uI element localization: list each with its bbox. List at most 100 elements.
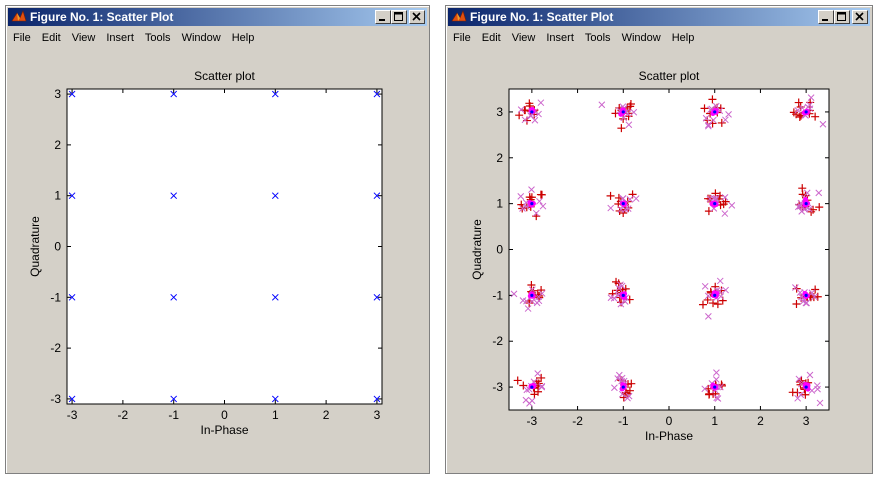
data-point <box>803 299 810 307</box>
data-point <box>528 186 535 194</box>
data-point <box>794 107 802 114</box>
data-point <box>619 208 628 217</box>
data-point <box>271 395 279 403</box>
data-point <box>373 395 381 403</box>
x-tick-label: 1 <box>272 408 279 422</box>
menu-view[interactable]: View <box>511 32 536 44</box>
menu-help[interactable]: Help <box>671 32 695 44</box>
menu-file[interactable]: File <box>453 32 471 44</box>
data-point <box>716 277 724 285</box>
data-point <box>795 375 803 383</box>
menu-help[interactable]: Help <box>231 32 255 44</box>
maximize-icon <box>837 12 846 21</box>
data-point <box>528 286 536 294</box>
x-tick-label: 3 <box>803 414 810 428</box>
data-point <box>515 111 524 120</box>
x-tick-label: -2 <box>572 414 583 428</box>
x-tick-label: 3 <box>374 408 381 422</box>
data-point <box>623 389 632 398</box>
data-point <box>537 190 546 199</box>
data-point <box>517 106 525 113</box>
data-point <box>522 199 530 206</box>
data-point <box>808 289 816 297</box>
data-point <box>709 389 718 398</box>
data-point <box>801 390 810 399</box>
menu-edit[interactable]: Edit <box>41 32 61 44</box>
data-point <box>722 116 729 124</box>
data-point <box>621 293 625 297</box>
y-tick-label: -2 <box>50 341 61 355</box>
menu-view[interactable]: View <box>71 32 96 44</box>
menu-window[interactable]: Window <box>621 32 661 44</box>
y-tick-label: -3 <box>492 380 503 394</box>
data-point <box>704 122 712 130</box>
maximize-button[interactable] <box>834 10 850 24</box>
data-point <box>539 202 547 210</box>
data-point <box>796 202 804 210</box>
data-point <box>717 118 726 127</box>
data-point <box>535 110 542 118</box>
data-point <box>625 121 633 129</box>
data-point <box>536 197 543 205</box>
data-point <box>807 207 816 216</box>
close-button[interactable] <box>409 10 425 24</box>
x-tick-label: -3 <box>527 414 538 428</box>
data-point <box>626 102 635 111</box>
data-point <box>538 382 546 390</box>
menu-tools[interactable]: Tools <box>584 32 611 44</box>
data-point <box>528 297 536 305</box>
menu-insert[interactable]: Insert <box>546 32 574 44</box>
data-point <box>807 94 815 101</box>
data-point <box>621 202 625 206</box>
plot-area <box>509 89 829 410</box>
menu-window[interactable]: Window <box>181 32 221 44</box>
data-point <box>68 293 76 301</box>
data-point <box>373 293 381 301</box>
x-tick-label: 1 <box>711 414 718 428</box>
data-point <box>813 382 821 389</box>
data-point <box>803 189 811 197</box>
minimize-button[interactable] <box>375 10 391 24</box>
title-bar[interactable]: Figure No. 1: Scatter Plot <box>448 8 870 26</box>
data-point <box>799 104 806 112</box>
figure-window-1: Figure No. 1: Scatter Plot File Edit Vie… <box>5 5 430 474</box>
data-point <box>704 384 713 393</box>
menu-insert[interactable]: Insert <box>106 32 134 44</box>
data-point <box>789 108 798 117</box>
data-point <box>538 290 546 297</box>
data-point <box>712 376 720 383</box>
data-point <box>806 371 814 379</box>
data-point <box>804 385 808 389</box>
maximize-button[interactable] <box>391 10 407 24</box>
y-tick-label: -1 <box>50 290 61 304</box>
x-tick-label: 2 <box>757 414 764 428</box>
data-point <box>713 202 717 206</box>
figure-canvas: -3 -2 -1 0 1 2 3 -3 -2 -1 0 1 2 3 Scatter plot In-Phase… <box>448 50 870 471</box>
matlab-icon <box>11 10 27 22</box>
data-point <box>706 195 714 203</box>
data-point <box>615 371 623 379</box>
data-point <box>618 282 626 290</box>
close-button[interactable] <box>852 10 868 24</box>
data-point <box>523 297 530 305</box>
scatter-chart: -3 -2 -1 0 1 2 3 -3 -2 -1 0 1 2 3 Scatter plot In-Phase… <box>28 69 383 437</box>
data-point <box>792 300 801 309</box>
x-tick-label: -1 <box>168 408 179 422</box>
data-point <box>533 299 541 307</box>
menu-file[interactable]: File <box>13 32 31 44</box>
title-bar[interactable]: Figure No. 1: Scatter Plot <box>8 8 427 26</box>
close-icon <box>855 12 864 21</box>
menu-edit[interactable]: Edit <box>481 32 501 44</box>
chart-title: Scatter plot <box>194 69 255 83</box>
x-tick-label: 2 <box>323 408 330 422</box>
y-axis-label: Quadrature <box>470 219 484 280</box>
plot-area <box>67 89 382 404</box>
data-point <box>713 300 722 309</box>
data-point <box>803 196 809 203</box>
minimize-button[interactable] <box>818 10 834 24</box>
menu-tools[interactable]: Tools <box>144 32 171 44</box>
data-point <box>538 383 546 391</box>
data-point <box>527 112 535 120</box>
menu-bar: File Edit View Insert Tools Window Help <box>448 28 870 48</box>
data-point <box>701 385 709 393</box>
